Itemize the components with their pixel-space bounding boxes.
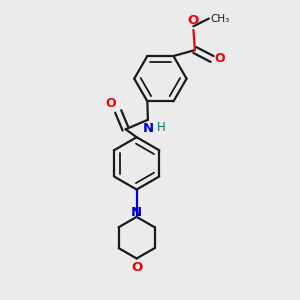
Text: O: O [214, 52, 224, 65]
Text: N: N [142, 122, 154, 135]
Text: H: H [157, 121, 166, 134]
Text: CH₃: CH₃ [210, 14, 229, 24]
Text: N: N [131, 206, 142, 220]
Text: O: O [105, 97, 116, 110]
Text: O: O [131, 262, 142, 275]
Text: O: O [188, 14, 199, 28]
